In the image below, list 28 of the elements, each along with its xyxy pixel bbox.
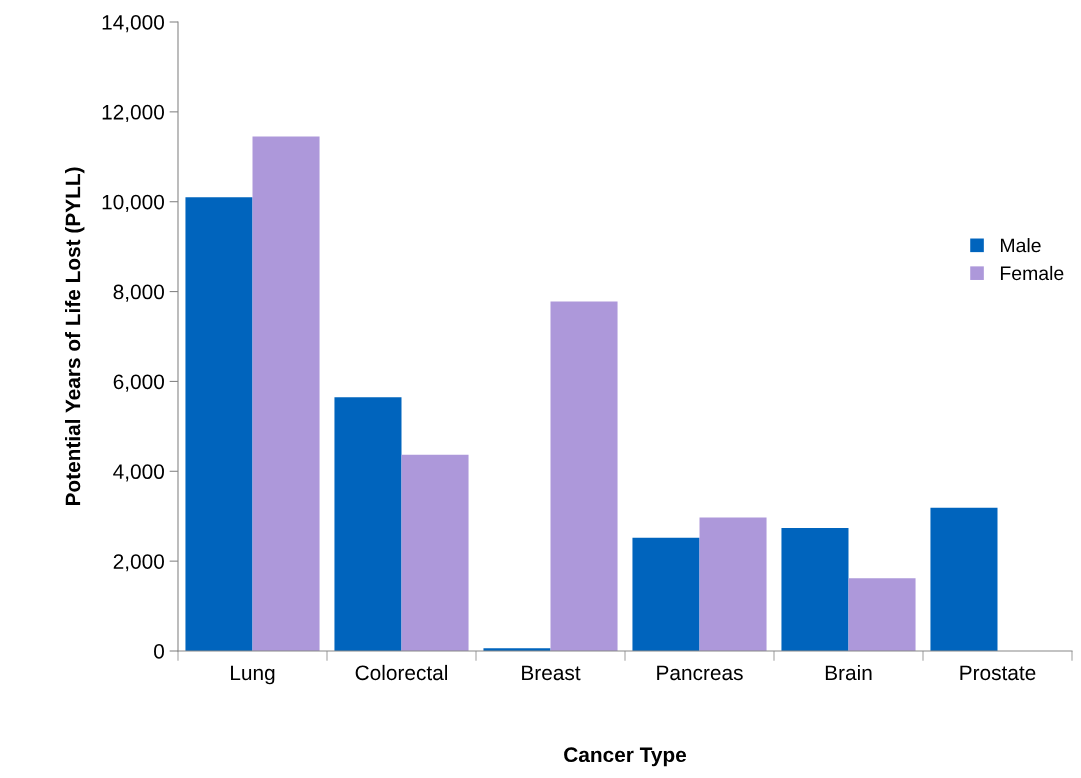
y-tick-label: 6,000 (113, 374, 164, 392)
bar (848, 578, 916, 651)
y-tick-label: 10,000 (102, 194, 164, 212)
bar (930, 507, 998, 651)
y-tick-label: 0 (154, 644, 164, 659)
x-tick-label: Prostate (960, 665, 1036, 681)
bar (632, 537, 700, 651)
y-tick-label: 12,000 (102, 104, 164, 123)
legend-label: Female (1000, 265, 1064, 281)
y-tick-label: 8,000 (113, 284, 164, 302)
x-tick-label: Breast (522, 665, 581, 681)
bar (550, 301, 618, 651)
y-tick-label: 14,000 (102, 15, 164, 33)
legend-label: Male (1000, 238, 1041, 253)
x-tick-label: Pancreas (657, 665, 743, 681)
y-axis-title: Potential Years of Life Lost (PYLL) (65, 167, 85, 506)
bar (334, 397, 402, 651)
bar (252, 136, 320, 651)
x-tick-label: Lung (231, 665, 275, 685)
bar (781, 527, 849, 651)
y-tick-label: 2,000 (113, 554, 164, 572)
bar (185, 197, 253, 651)
x-tick-label: Brain (825, 664, 872, 681)
y-tick-label: 4,000 (113, 464, 164, 482)
bar (699, 517, 767, 651)
x-tick-label: Colorectal (355, 664, 447, 681)
x-axis-title: Cancer Type (564, 747, 687, 767)
bar (401, 454, 469, 651)
